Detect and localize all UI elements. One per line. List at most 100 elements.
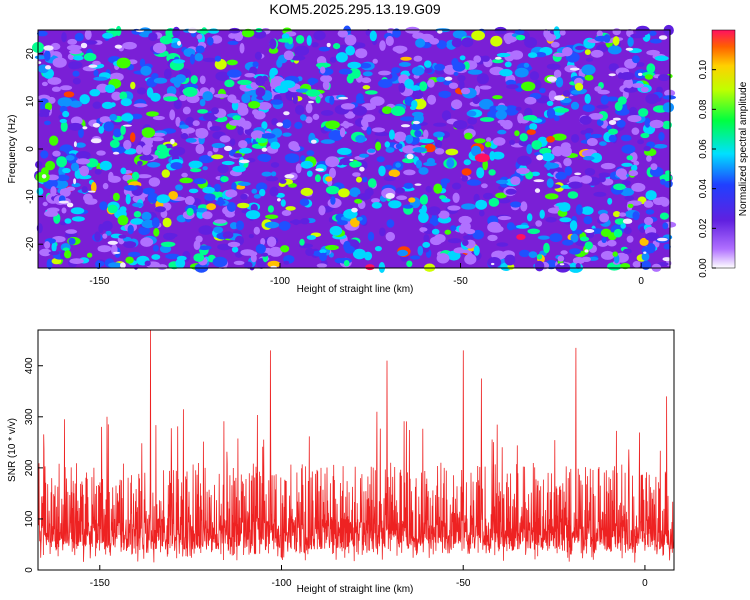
spectrogram-cell xyxy=(259,188,266,197)
spectrogram-cell xyxy=(118,234,127,239)
spectrogram-cell xyxy=(73,55,84,61)
spectrogram-cell xyxy=(109,139,120,148)
spectrogram-cell xyxy=(269,69,275,79)
spectrogram-cell xyxy=(430,236,443,246)
spectrogram-cell xyxy=(596,104,609,109)
spectrogram-cell xyxy=(231,182,237,192)
spectrogram-cell xyxy=(269,186,279,197)
spectrogram-cell xyxy=(643,145,651,152)
spectrogram-cell xyxy=(374,246,382,252)
spectrogram-cell xyxy=(92,101,102,109)
spectrogram-cell xyxy=(472,95,481,105)
spectrogram-cell xyxy=(87,190,96,193)
spectrogram-cell xyxy=(371,198,380,203)
spectrogram-cell xyxy=(113,251,121,254)
spectrogram-cell xyxy=(67,38,78,45)
spectrogram-cell xyxy=(329,167,336,179)
spectrogram-cell xyxy=(590,133,603,139)
spectrogram-cell xyxy=(508,139,516,145)
spectrogram-cell xyxy=(343,121,350,129)
spectrogram-cell xyxy=(447,205,461,211)
spectrogram-cell xyxy=(315,96,321,104)
spectrogram-cell xyxy=(653,144,668,149)
spectrogram-cell xyxy=(325,120,340,130)
spectrogram-cell xyxy=(151,217,160,229)
spectrogram-cell xyxy=(658,74,670,82)
spectrogram-cell xyxy=(386,219,395,228)
spectrogram-cell xyxy=(198,155,214,164)
spectrogram-cell xyxy=(197,109,209,114)
spectrogram-cell xyxy=(239,43,245,54)
spectrogram-cell xyxy=(316,263,328,268)
spectrogram-cell xyxy=(461,203,476,210)
spectrogram-cell xyxy=(649,119,664,129)
spectrogram-cell xyxy=(337,29,348,38)
spectrogram-cell xyxy=(638,72,643,76)
spectrogram-cell xyxy=(175,116,181,127)
spectrogram-cell xyxy=(494,56,502,60)
x-tick-label: 0 xyxy=(638,276,644,287)
spectrogram-cell xyxy=(343,260,350,267)
spectrogram-cell xyxy=(257,102,272,110)
spectrogram-cell xyxy=(632,211,640,221)
spectrogram-cell xyxy=(381,106,393,114)
spectrogram-cell xyxy=(516,224,530,229)
spectrogram-cell xyxy=(121,113,134,122)
spectrogram-cell xyxy=(199,98,206,107)
snr-series-line xyxy=(37,329,675,563)
spectrogram-cell xyxy=(403,169,416,176)
spectrogram-cell xyxy=(390,106,406,116)
spectrogram-cell xyxy=(415,159,422,169)
spectrogram-cell xyxy=(175,74,187,84)
spectrogram-cell xyxy=(479,85,492,90)
spectrogram-cell xyxy=(575,45,586,51)
spectrogram-cell xyxy=(641,252,650,261)
spectrogram-cell xyxy=(569,248,581,255)
spectrogram-cell xyxy=(625,78,633,89)
y-tick-label: -20 xyxy=(25,237,36,252)
spectrogram-cell xyxy=(434,148,445,155)
spectrogram-cell xyxy=(555,171,567,180)
spectrogram-cell xyxy=(141,144,152,156)
spectrogram-cell xyxy=(608,73,616,77)
spectrogram-cell xyxy=(202,211,213,220)
spectrogram-cell xyxy=(434,63,445,71)
spectrogram-cell xyxy=(347,61,362,69)
spectrogram-cell xyxy=(464,228,476,235)
spectrogram-cell xyxy=(64,218,72,224)
spectrogram-cell xyxy=(427,79,435,88)
spectrogram-cell xyxy=(37,30,48,37)
spectrogram-cell xyxy=(70,207,85,215)
spectrogram-cell xyxy=(378,165,386,177)
spectrogram-cell xyxy=(170,138,175,145)
snr-y-ticks: 0 100 200 300 400 xyxy=(24,357,43,573)
spectrogram-cell xyxy=(133,211,142,218)
colorbar-tick-label: 0.00 xyxy=(698,258,709,278)
spectrogram-cell xyxy=(504,105,519,116)
spectrogram-cell xyxy=(496,179,509,185)
spectrogram-cell xyxy=(461,37,474,48)
spectrogram-cell xyxy=(116,57,131,69)
spectrogram-cell xyxy=(137,160,143,166)
spectrogram-cell xyxy=(172,146,186,156)
spectrogram-cell xyxy=(163,96,178,102)
spectrogram-cell xyxy=(638,108,649,117)
spectrogram-cell xyxy=(479,117,495,122)
spectrogram-cell xyxy=(352,105,368,116)
spectrogram-cell xyxy=(476,73,489,85)
spectrogram-cell xyxy=(159,35,173,45)
spectrogram-cell xyxy=(355,99,365,104)
spectrogram-cell xyxy=(554,107,570,113)
spectrogram-cell xyxy=(568,181,583,189)
spectrogram-cell xyxy=(427,206,441,216)
spectrogram-cell xyxy=(473,245,480,256)
spectrogram-cell xyxy=(142,153,153,161)
spectrogram-cell xyxy=(44,50,51,62)
spectrogram-cell xyxy=(35,160,43,169)
spectrogram-cell xyxy=(136,174,152,179)
spectrogram-cell xyxy=(105,84,116,93)
spectrogram-cell xyxy=(270,141,281,150)
spectrogram-cell xyxy=(70,162,80,172)
spectrogram-cell xyxy=(152,42,167,54)
spectrogram-cell xyxy=(270,162,280,168)
